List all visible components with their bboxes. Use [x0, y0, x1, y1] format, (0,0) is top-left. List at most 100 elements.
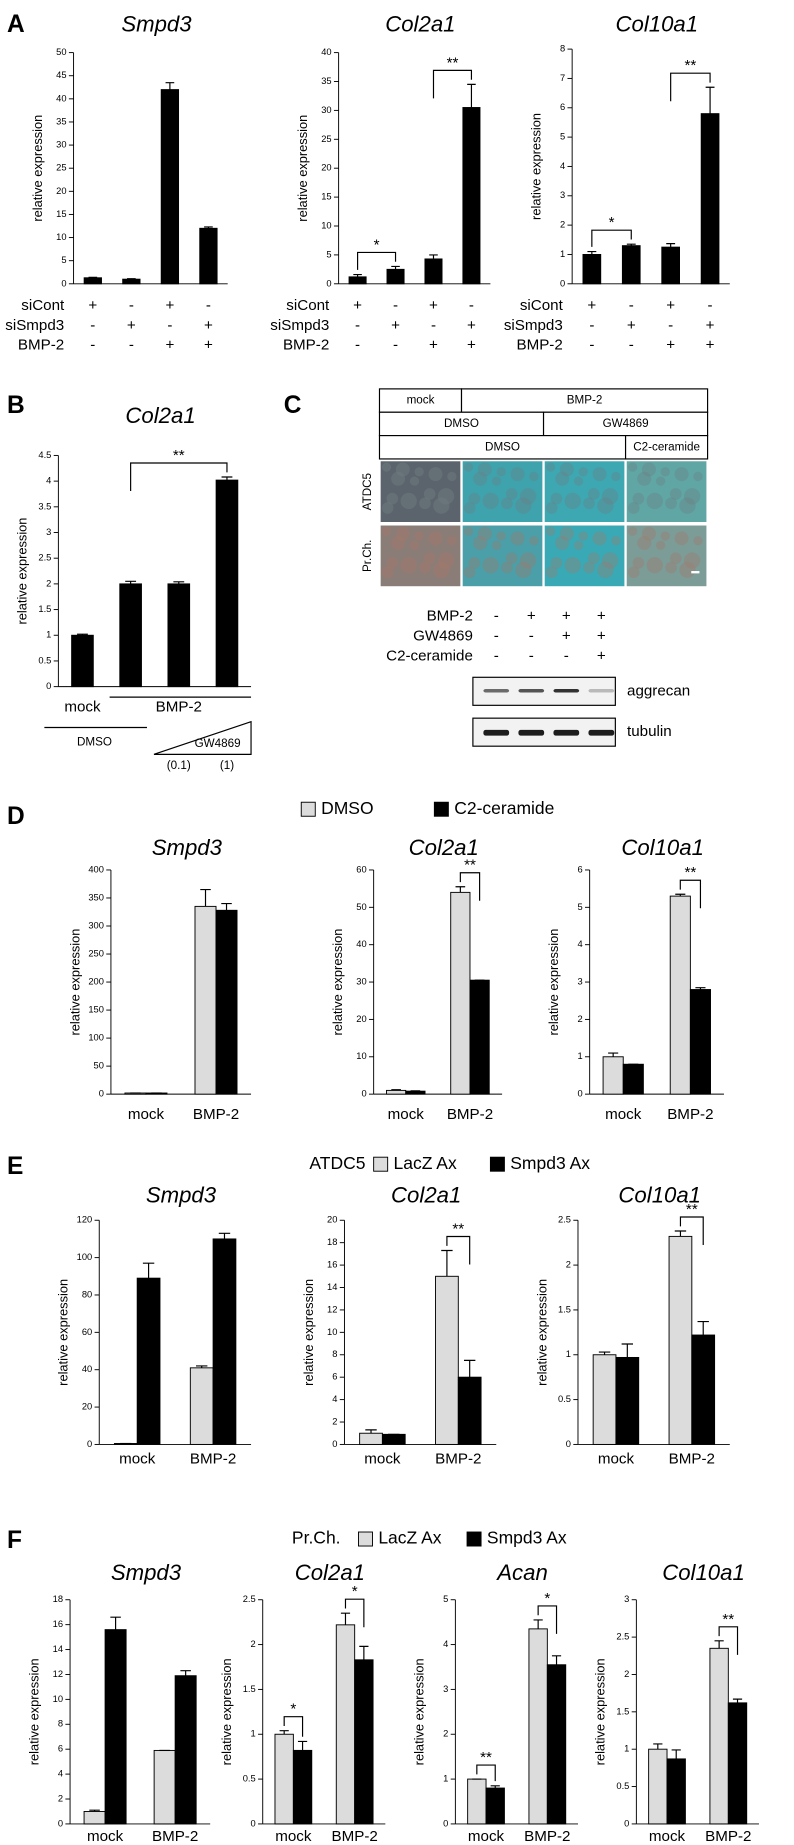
micrograph-texture — [496, 531, 506, 541]
y-tick-label: 35 — [321, 76, 331, 86]
y-tick-label: 35 — [56, 116, 66, 126]
blot-condition-value: + — [562, 608, 571, 625]
y-tick-label: 1 — [443, 1774, 448, 1784]
y-tick-label: 20 — [82, 1402, 92, 1412]
significance-bracket — [476, 1764, 496, 1782]
y-tick-label: 40 — [82, 1364, 92, 1374]
bar — [435, 1275, 459, 1445]
micrograph-texture — [519, 552, 537, 569]
micrograph-texture — [391, 536, 406, 551]
condition-value: + — [666, 337, 675, 354]
y-tick-label: 15 — [321, 192, 331, 202]
blot-condition-label: GW4869 — [413, 627, 473, 644]
y-tick-label: 2 — [332, 1416, 337, 1426]
significance-bracket — [432, 69, 473, 99]
y-tick-label: 80 — [82, 1289, 92, 1299]
micrograph-texture — [400, 557, 417, 574]
error-bar — [697, 1320, 709, 1336]
micrograph-texture — [423, 552, 436, 565]
micrograph-texture — [529, 536, 539, 546]
micrograph-texture — [491, 476, 502, 486]
micrograph-texture — [423, 488, 436, 500]
blot-condition-value: + — [597, 627, 606, 644]
y-tick-label: 3 — [624, 1594, 629, 1604]
micrograph-texture — [564, 492, 581, 510]
legend-prefix: Pr.Ch. — [292, 1528, 341, 1548]
micrograph-texture — [632, 557, 645, 569]
y-tick-label: 2 — [251, 1639, 256, 1649]
micrograph-texture — [501, 497, 513, 510]
micrograph-texture — [473, 536, 488, 551]
blot-band — [483, 729, 510, 736]
significance-bracket — [459, 872, 481, 901]
y-tick-label: 2 — [624, 1669, 629, 1679]
y-tick-label: 30 — [56, 140, 66, 150]
condition-value: + — [706, 337, 715, 354]
micrograph-texture — [545, 502, 558, 514]
chart-title: Col2a1 — [391, 1183, 461, 1208]
legend-label: Smpd3 Ax — [487, 1528, 567, 1548]
bar — [457, 1376, 482, 1445]
y-tick-label: 7 — [560, 73, 565, 83]
error-bar — [653, 1743, 663, 1750]
bar — [709, 1647, 729, 1825]
bar — [71, 634, 94, 688]
y-tick-label: 0 — [577, 1089, 582, 1099]
error-bar — [196, 1365, 208, 1368]
y-tick-label: 5 — [443, 1594, 448, 1604]
y-axis-label: relative expression — [534, 1279, 549, 1386]
micrograph-texture — [545, 526, 556, 537]
micrograph-texture — [400, 492, 417, 510]
y-tick-label: 0 — [361, 1089, 366, 1099]
condition-value: + — [429, 297, 438, 314]
x-tick-label: BMP-2 — [152, 1828, 198, 1845]
x-tick-label: mock — [87, 1828, 124, 1845]
micrograph-texture — [473, 471, 488, 486]
bar — [104, 1629, 127, 1825]
y-tick-label: 1 — [46, 630, 51, 640]
panel-label: A — [7, 11, 25, 38]
y-tick-label: 0 — [566, 1439, 571, 1449]
micrograph-texture — [419, 497, 431, 510]
bar — [582, 253, 602, 285]
error-bar — [621, 1343, 634, 1358]
y-tick-label: 60 — [356, 864, 366, 874]
y-tick-label: 0.5 — [558, 1394, 571, 1404]
micrograph-texture — [573, 540, 584, 551]
blot-band — [588, 729, 615, 736]
micrograph-texture — [583, 561, 595, 574]
y-tick-label: 5 — [577, 902, 582, 912]
y-tick-label: 1.5 — [243, 1684, 256, 1694]
bar — [174, 1675, 197, 1825]
bar — [199, 227, 218, 285]
y-tick-label: 4 — [58, 1769, 63, 1779]
dose-triangle — [153, 720, 252, 755]
y-tick-label: 25 — [56, 163, 66, 173]
y-tick-label: 3 — [577, 977, 582, 987]
condition-value: - — [206, 297, 211, 314]
condition-label: BMP-2 — [283, 337, 329, 354]
blot-condition-value: + — [562, 627, 571, 644]
micrograph-texture — [641, 526, 656, 541]
blot-condition-value: + — [597, 608, 606, 625]
micrograph-texture — [693, 536, 703, 546]
condition-value: + — [627, 317, 636, 334]
y-tick-label: 16 — [327, 1260, 337, 1270]
micrograph-texture — [391, 471, 406, 486]
y-tick-label: 40 — [321, 47, 331, 57]
bar — [215, 479, 239, 688]
x-tick-label: mock — [388, 1106, 425, 1123]
legend-label: DMSO — [321, 798, 374, 818]
y-axis-label: relative expression — [330, 929, 345, 1036]
bar — [335, 1624, 356, 1825]
y-tick-label: 2.5 — [38, 553, 51, 563]
error-bar — [218, 1232, 231, 1239]
bar — [668, 1235, 693, 1445]
legend-swatch — [358, 1531, 373, 1547]
condition-value: - — [431, 317, 436, 334]
condition-value: - — [355, 317, 360, 334]
significance-label: ** — [480, 1749, 492, 1766]
header-label: GW4869 — [603, 417, 649, 430]
y-tick-label: 10 — [56, 232, 66, 242]
y-tick-label: 3.5 — [38, 501, 51, 511]
